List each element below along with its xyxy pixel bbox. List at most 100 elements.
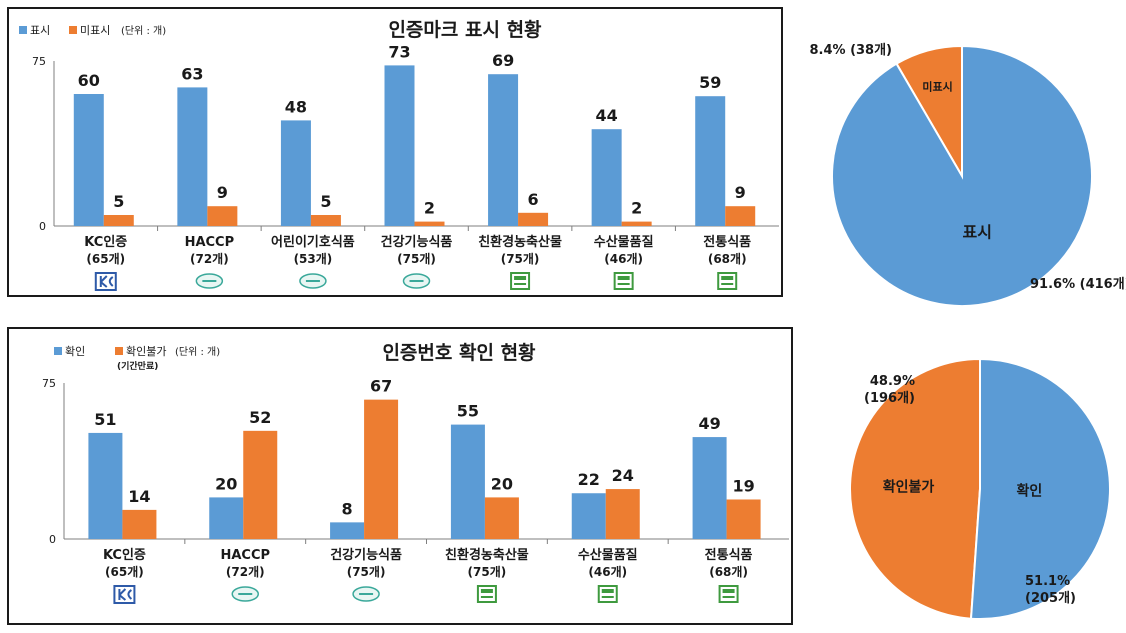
eco-mark-icon — [476, 585, 497, 603]
bar-미표시 — [518, 212, 549, 226]
chart-panel-marks: 인증마크 표시 현황 표시 미표시 (단위 : 개) 75 0 60 5 KC인증 (65개) 63… — [7, 7, 783, 297]
data-label: 2 — [424, 199, 435, 218]
chart-title: 인증번호 확인 현황 — [382, 341, 536, 364]
x-tick-label: HACCP — [220, 548, 270, 563]
bar-확인불가 — [484, 497, 519, 539]
bar-표시 — [73, 94, 104, 226]
bar-표시 — [177, 87, 208, 227]
legend-sub-note: (기간만료) — [117, 360, 158, 372]
data-label: 22 — [578, 470, 600, 489]
legend-label-표시: 표시 — [30, 24, 50, 37]
x-tick-count: (53개) — [294, 252, 333, 266]
bar-미표시 — [310, 215, 341, 226]
mark-band — [722, 589, 735, 593]
bar-미표시 — [621, 221, 652, 226]
data-label: 52 — [249, 408, 271, 427]
legend-swatch-표시 — [19, 26, 27, 34]
bar-미표시 — [103, 215, 134, 226]
data-label: 5 — [320, 192, 331, 211]
bar-확인 — [209, 497, 244, 539]
data-label: 49 — [698, 414, 720, 433]
bar-확인불가 — [364, 399, 399, 539]
fishery-mark-icon — [613, 272, 634, 290]
x-tick-count: (72개) — [190, 252, 229, 266]
pie-slice-확인 — [969, 357, 1111, 620]
pie-outer-label: (196개) — [864, 391, 915, 406]
bar-표시 — [488, 74, 519, 226]
x-tick-label: 전통식품 — [705, 547, 753, 563]
pie-chart-numbers: 확인불가 48.9% (196개) 확인 51.1% (205개) — [848, 357, 1111, 620]
pie-slice-확인불가 — [848, 357, 981, 620]
haccp-mark-icon — [231, 586, 259, 602]
data-label: 51 — [94, 410, 116, 429]
y-tick-label: 0 — [39, 220, 46, 233]
pie-slice-표시 — [831, 44, 1093, 307]
data-label: 19 — [732, 476, 754, 495]
data-label: 6 — [528, 190, 539, 209]
traditional-food-mark-icon — [717, 272, 738, 290]
kc-mark-glyph — [118, 588, 133, 601]
y-tick-label: 0 — [49, 533, 56, 546]
x-tick-label: 어린이기호식품 — [271, 234, 355, 250]
data-label: 69 — [492, 51, 514, 70]
mark-band — [514, 276, 527, 280]
mark-frame — [510, 272, 531, 290]
data-label: 60 — [78, 71, 100, 90]
bar-표시 — [591, 129, 622, 226]
bar-미표시 — [414, 221, 445, 226]
bar-확인 — [88, 432, 123, 539]
pie-slice-label: 미표시 — [922, 80, 952, 94]
x-tick-label: 친환경농축산물 — [478, 234, 562, 250]
data-label: 5 — [113, 192, 124, 211]
bar-확인 — [330, 522, 365, 539]
traditional-food-mark-icon — [718, 585, 739, 603]
data-label: 9 — [217, 183, 228, 202]
fishery-mark-icon — [597, 585, 618, 603]
chart-title: 인증마크 표시 현황 — [388, 18, 542, 41]
gmp-mark-icon — [402, 273, 431, 289]
bar-확인불가 — [122, 509, 157, 539]
bar-chart-marks: 인증마크 표시 현황 표시 미표시 (단위 : 개) 75 0 60 5 KC인증 (65개) 63… — [19, 18, 779, 291]
data-label: 55 — [457, 402, 479, 421]
data-label: 73 — [388, 42, 410, 61]
x-tick-count: (68개) — [709, 565, 748, 579]
x-tick-label: 친환경농축산물 — [445, 547, 529, 563]
x-tick-count: (75개) — [468, 565, 507, 579]
data-label: 14 — [128, 487, 150, 506]
legend-swatch-확인불가 — [115, 347, 123, 355]
data-label: 67 — [370, 377, 392, 396]
mark-frame — [718, 585, 739, 603]
gmp-mark-icon — [352, 586, 380, 602]
bar-표시 — [384, 65, 415, 227]
pie-outer-label: (205개) — [1025, 591, 1076, 606]
bar-미표시 — [725, 206, 756, 226]
x-tick-label: KC인증 — [84, 234, 127, 250]
data-label: 8 — [342, 499, 353, 518]
kc-mark-icon — [113, 585, 136, 604]
pie-chart-marks: 미표시 8.4% (38개) 표시 91.6% (416개) — [809, 43, 1126, 307]
kc-mark-glyph — [99, 275, 114, 288]
x-tick-count: (75개) — [347, 565, 386, 579]
pie-outer-label: 48.9% — [870, 374, 915, 389]
x-tick-label: KC인증 — [103, 547, 146, 563]
pie-slice-label: 확인 — [1016, 483, 1042, 500]
x-tick-count: (65개) — [86, 252, 125, 266]
bar-확인불가 — [605, 489, 640, 539]
legend-label-확인: 확인 — [65, 345, 85, 358]
kc-mark-icon — [94, 272, 117, 291]
mark-band — [617, 276, 630, 280]
x-tick-label: 수산물품질 — [594, 234, 654, 250]
pie-slice-label: 표시 — [963, 222, 992, 241]
eco-mark-icon — [510, 272, 531, 290]
x-tick-count: (46개) — [604, 252, 643, 266]
mark-frame — [613, 272, 634, 290]
y-tick-label: 75 — [42, 377, 56, 390]
bar-표시 — [280, 120, 311, 226]
bar-확인불가 — [243, 430, 278, 539]
mark-frame — [717, 272, 738, 290]
legend-swatch-미표시 — [69, 26, 77, 34]
bar-확인 — [692, 437, 727, 539]
bar-확인 — [450, 424, 485, 539]
x-tick-count: (68개) — [708, 252, 747, 266]
legend-swatch-확인 — [54, 347, 62, 355]
